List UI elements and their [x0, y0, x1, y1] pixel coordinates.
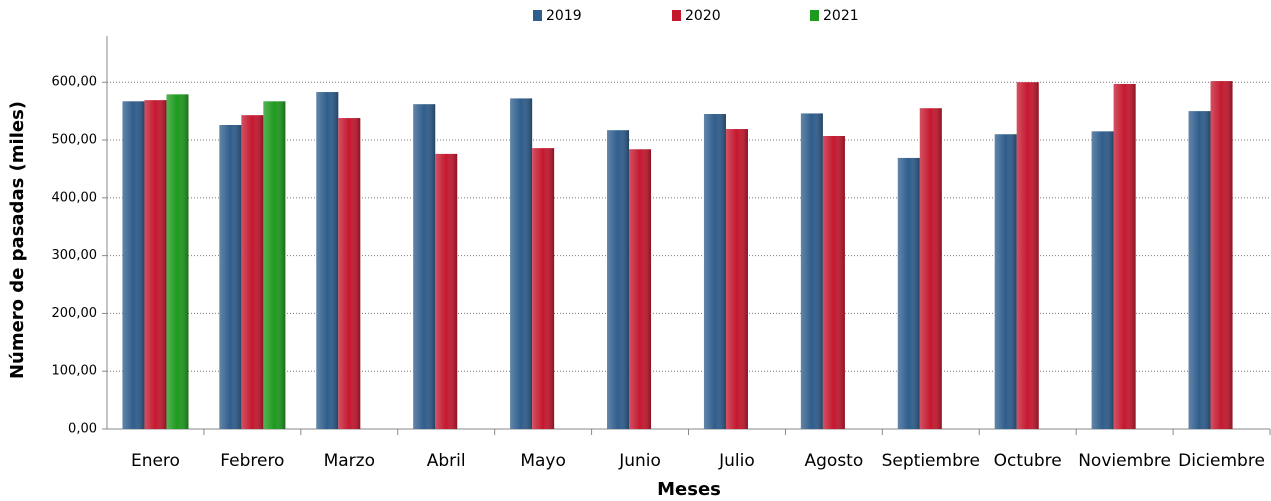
- bar-shade: [629, 149, 652, 429]
- x-tick-label: Enero: [131, 451, 180, 471]
- y-axis-title: Número de pasadas (miles): [7, 101, 28, 379]
- y-tick-label: 200,00: [52, 306, 98, 321]
- bar-shade: [919, 108, 942, 429]
- bar-shade: [1091, 131, 1114, 429]
- bar-shade: [703, 114, 726, 429]
- y-tick-label: 300,00: [52, 248, 98, 263]
- legend-swatch: [533, 10, 542, 21]
- bar-shade: [800, 113, 823, 429]
- bar-shade: [219, 125, 242, 430]
- x-tick-label: Julio: [718, 451, 755, 471]
- x-axis-title: Meses: [657, 479, 721, 500]
- bar-shade: [316, 92, 339, 429]
- bar-shade: [1210, 81, 1233, 430]
- bar-shade: [607, 130, 630, 429]
- x-tick-label: Diciembre: [1178, 451, 1265, 471]
- bar-shade: [822, 135, 845, 429]
- x-tick-label: Octubre: [994, 451, 1062, 471]
- bar-shade: [122, 101, 145, 430]
- bar-shade: [166, 94, 189, 429]
- legend-label: 2020: [685, 8, 721, 24]
- bar-shade: [435, 153, 458, 429]
- bar-shade: [725, 129, 748, 429]
- x-tick-label: Abril: [427, 451, 466, 471]
- bar-shade: [338, 118, 361, 429]
- y-tick-label: 400,00: [52, 190, 98, 205]
- bar-shade: [994, 134, 1017, 429]
- bar-shade: [241, 115, 264, 429]
- y-tick-label: 600,00: [52, 75, 98, 90]
- legend-swatch: [672, 10, 681, 21]
- bar-shade: [532, 148, 555, 429]
- x-tick-label: Febrero: [220, 451, 284, 471]
- bar-shade: [413, 104, 436, 430]
- legend-swatch: [810, 10, 819, 21]
- y-tick-label: 0,00: [68, 422, 97, 437]
- legend-label: 2021: [823, 8, 859, 24]
- legend-label: 2019: [546, 8, 582, 24]
- bar-shade: [1016, 82, 1039, 429]
- bar-shade: [263, 101, 286, 430]
- y-tick-label: 500,00: [52, 133, 98, 148]
- x-tick-label: Junio: [618, 451, 661, 471]
- x-tick-label: Mayo: [520, 451, 566, 471]
- bar-shade: [1188, 111, 1211, 429]
- x-tick-label: Septiembre: [882, 451, 980, 471]
- bar-shade: [510, 98, 533, 429]
- x-tick-label: Marzo: [324, 451, 375, 471]
- y-tick-label: 100,00: [52, 364, 98, 379]
- bar-shade: [1113, 83, 1136, 429]
- bar-shade: [897, 157, 920, 429]
- x-tick-label: Agosto: [805, 451, 864, 471]
- x-tick-label: Noviembre: [1078, 451, 1171, 471]
- bar-shade: [144, 100, 167, 429]
